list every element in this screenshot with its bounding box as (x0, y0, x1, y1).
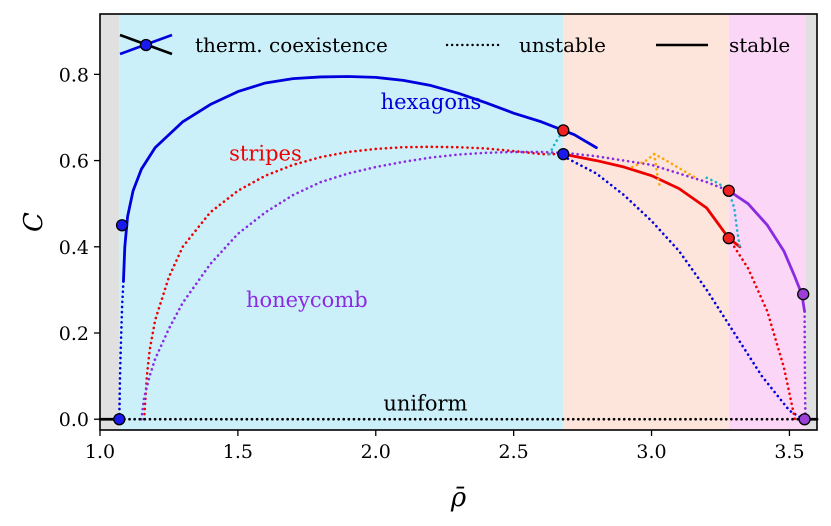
guide-5-dotted-segment-1 (652, 152, 662, 188)
x-axis-label: ρ̄ (450, 483, 467, 513)
x-tick-label-4: 3.0 (636, 441, 666, 463)
honeycomb-dotted-segment-0 (140, 150, 731, 421)
coexistence-point-4 (722, 184, 735, 197)
guide-4-dotted-segment-2 (727, 189, 742, 249)
y-tick-label-1: 0.2 (59, 323, 89, 345)
region-2 (563, 14, 729, 430)
phase-regions (100, 14, 817, 430)
coexistence-point-3 (557, 147, 570, 161)
region-0 (100, 14, 120, 430)
coexistence-point-0 (113, 413, 126, 426)
curve-label-hexagons: hexagons (381, 90, 482, 114)
y-tick-label-4: 0.8 (59, 64, 89, 86)
guide-4-dotted-segment-0 (548, 129, 565, 156)
region-4 (805, 14, 817, 430)
y-axis-label: C (19, 212, 49, 232)
region-1 (119, 14, 564, 430)
stripes-dotted-segment-0 (142, 145, 565, 421)
x-tick-label-0: 1.0 (85, 441, 115, 463)
hexagons-solid-segment-1 (122, 75, 565, 283)
guide-5-dotted-segment-0 (630, 152, 697, 180)
curve-labels: hexagons stripes honeycomb uniform (229, 90, 481, 416)
y-tick-label-2: 0.4 (59, 237, 89, 259)
x-tick-label-3: 2.5 (499, 441, 529, 463)
y-axis-ticks: 0.0 0.2 0.4 0.6 0.8 (59, 64, 100, 431)
curve-label-honeycomb: honeycomb (246, 288, 368, 312)
legend: therm. coexistence unstable stable (119, 33, 790, 57)
coexistence-point-6 (797, 288, 810, 301)
y-tick-label-3: 0.6 (59, 151, 89, 173)
x-tick-label-1: 1.5 (223, 441, 253, 463)
stripes-dotted-segment-2 (727, 236, 797, 421)
coexistence-points (113, 124, 811, 426)
legend-label-unstable: unstable (519, 33, 606, 57)
honeycomb-dotted-segment-2 (803, 310, 807, 421)
x-axis-ticks: 1.0 1.5 2.0 2.5 3.0 3.5 (85, 430, 805, 463)
x-tick-label-5: 3.5 (774, 441, 804, 463)
legend-label-coexistence: therm. coexistence (195, 33, 388, 57)
hexagons-dotted-segment-3 (561, 154, 805, 421)
stripes-solid-segment-1 (561, 152, 742, 249)
coexistence-point-2 (557, 124, 570, 137)
legend-label-stable: stable (729, 33, 790, 57)
x-tick-label-2: 2.0 (361, 441, 391, 463)
curve-label-uniform: uniform (383, 392, 467, 416)
legend-marker-point (139, 38, 153, 52)
curve-label-stripes: stripes (229, 142, 302, 166)
region-3 (728, 14, 806, 430)
coexistence-point-1 (115, 219, 129, 232)
coexistence-point-7 (798, 413, 811, 426)
coexistence-point-5 (722, 232, 735, 245)
plot-frame (99, 13, 818, 431)
y-tick-label-0: 0.0 (59, 409, 89, 431)
